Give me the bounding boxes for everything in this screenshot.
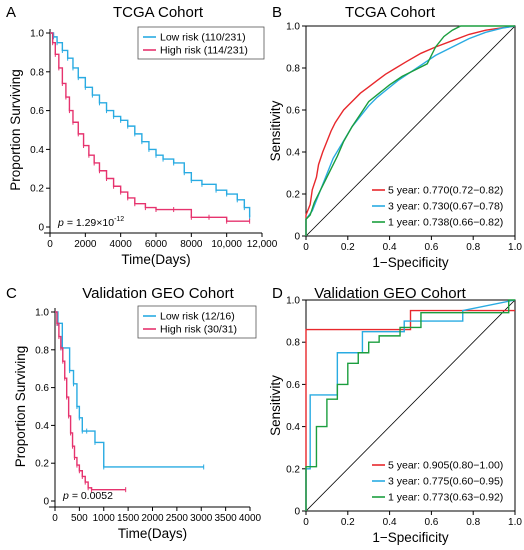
y-tick-label: 1.0 bbox=[35, 308, 49, 319]
reference-diagonal bbox=[305, 299, 516, 512]
x-tick-label: 3500 bbox=[215, 513, 238, 524]
x-axis-title: Time(Days) bbox=[121, 252, 190, 267]
x-tick-label: 0.6 bbox=[424, 242, 438, 253]
y-tick-label: 0.4 bbox=[35, 421, 49, 432]
panel-d: D Validation GEO Cohort 0 0.2 0.4 0.6 0.8 1.0 0 0… bbox=[268, 285, 522, 545]
x-tick-label: 500 bbox=[71, 513, 88, 524]
legend-label: 1 year: 0.773(0.63−0.92) bbox=[388, 492, 503, 504]
chart-title: Validation GEO Cohort bbox=[314, 285, 466, 302]
legend bbox=[137, 305, 257, 339]
legend-label: 5 year: 0.770(0.72−0.82) bbox=[388, 185, 503, 197]
p-value-annotation: p = 1.29×10-12 bbox=[57, 216, 124, 229]
legend-label: 1 year: 0.738(0.66−0.82) bbox=[388, 217, 503, 229]
y-tick-label: 0 bbox=[38, 223, 44, 234]
x-tick-label: 1500 bbox=[117, 513, 140, 524]
x-tick-label: 0 bbox=[303, 242, 309, 253]
chart-title: Validation GEO Cohort bbox=[82, 285, 234, 302]
y-tick-label: 0.2 bbox=[286, 464, 300, 475]
x-tick-label: 0.2 bbox=[341, 242, 355, 253]
p-value-annotation: p = 0.0052 bbox=[62, 490, 113, 502]
x-tick-label: 12,000 bbox=[247, 239, 278, 250]
panel-letter: A bbox=[6, 4, 16, 21]
series-line-y1 bbox=[305, 25, 515, 236]
panel-c: C Validation GEO Cohort 0 500 1000 1500 2000 25… bbox=[6, 285, 262, 541]
y-tick-label: 0.4 bbox=[30, 145, 44, 156]
panel-letter: B bbox=[272, 4, 282, 21]
y-tick-label: 0.6 bbox=[286, 380, 300, 391]
y-tick-label: 0.6 bbox=[30, 106, 44, 117]
x-axis-title: 1−Specificity bbox=[372, 255, 448, 270]
panel-letter: D bbox=[272, 285, 283, 302]
legend-label: Low risk (110/231) bbox=[160, 32, 246, 44]
legend-label: High risk (114/231) bbox=[160, 45, 248, 57]
x-tick-label: 0.6 bbox=[424, 517, 438, 528]
y-axis-title: Sensitivity bbox=[268, 100, 283, 161]
x-tick-label: 4000 bbox=[110, 239, 133, 250]
y-tick-label: 0.4 bbox=[286, 422, 300, 433]
x-tick-label: 10,000 bbox=[211, 239, 242, 250]
y-tick-label: 0 bbox=[294, 507, 300, 518]
y-tick-label: 1.0 bbox=[286, 22, 300, 33]
y-tick-label: 0.8 bbox=[35, 345, 49, 356]
x-tick-label: 2500 bbox=[166, 513, 189, 524]
legend-label: 3 year: 0.730(0.67−0.78) bbox=[388, 201, 503, 213]
x-tick-label: 6000 bbox=[145, 239, 168, 250]
x-tick-label: 0.2 bbox=[341, 517, 355, 528]
x-axis-title: 1−Specificity bbox=[372, 530, 448, 545]
y-tick-label: 0.6 bbox=[35, 383, 49, 394]
y-tick-label: 1.0 bbox=[30, 29, 44, 40]
legend-label: 5 year: 0.905(0.80−1.00) bbox=[388, 460, 503, 472]
y-tick-label: 0.8 bbox=[286, 64, 300, 75]
series-line-low bbox=[50, 32, 251, 218]
y-tick-label: 0.2 bbox=[286, 190, 300, 201]
chart-title: TCGA Cohort bbox=[113, 4, 204, 21]
legend bbox=[137, 26, 265, 60]
panel-b: B TCGA Cohort 0 0.2 0.4 0.6 0.8 1.0 0 0.2 0.4 0.6 0.… bbox=[268, 4, 522, 270]
reference-diagonal bbox=[305, 25, 516, 237]
y-axis-title: Sensitivity bbox=[268, 375, 283, 436]
panel-a: A TCGA Cohort 0 2000 4000 6000 8000 10,000 12,00… bbox=[6, 4, 278, 267]
series-line-high bbox=[55, 311, 126, 491]
y-tick-label: 1.0 bbox=[286, 296, 300, 307]
panel-letter: C bbox=[6, 285, 17, 302]
x-tick-label: 0 bbox=[52, 513, 58, 524]
legend-label: High risk (30/31) bbox=[160, 324, 237, 336]
x-tick-label: 1.0 bbox=[508, 517, 522, 528]
y-tick-label: 0.2 bbox=[35, 459, 49, 470]
x-tick-label: 0.8 bbox=[466, 517, 480, 528]
x-tick-label: 4000 bbox=[239, 513, 262, 524]
x-tick-label: 0.8 bbox=[466, 242, 480, 253]
series-line-y1 bbox=[305, 299, 515, 511]
x-axis-title: Time(Days) bbox=[118, 526, 187, 541]
y-tick-label: 0.4 bbox=[286, 148, 300, 159]
y-tick-label: 0.8 bbox=[286, 338, 300, 349]
series-line-high bbox=[50, 32, 250, 222]
y-tick-label: 0.6 bbox=[286, 106, 300, 117]
y-tick-label: 0 bbox=[43, 497, 49, 508]
legend-label: 3 year: 0.775(0.60−0.95) bbox=[388, 476, 503, 488]
y-tick-label: 0.8 bbox=[30, 67, 44, 78]
legend-label: Low risk (12/16) bbox=[160, 311, 235, 323]
x-tick-label: 0 bbox=[47, 239, 53, 250]
plot-frame bbox=[305, 25, 516, 237]
y-tick-label: 0.2 bbox=[30, 184, 44, 195]
x-tick-label: 8000 bbox=[180, 239, 203, 250]
y-axis-title: Proportion Surviving bbox=[13, 346, 28, 468]
x-tick-label: 1.0 bbox=[508, 242, 522, 253]
x-tick-label: 0 bbox=[303, 517, 309, 528]
chart-title: TCGA Cohort bbox=[345, 4, 436, 21]
x-tick-label: 2000 bbox=[74, 239, 97, 250]
y-axis-title: Proportion Surviving bbox=[8, 69, 23, 191]
y-tick-label: 0 bbox=[294, 232, 300, 243]
x-tick-label: 1000 bbox=[93, 513, 116, 524]
series-line-y5 bbox=[305, 309, 515, 511]
x-tick-label: 2000 bbox=[141, 513, 164, 524]
x-tick-label: 0.4 bbox=[383, 517, 397, 528]
series-line-y5 bbox=[305, 25, 516, 236]
x-tick-label: 3000 bbox=[190, 513, 213, 524]
x-tick-label: 0.4 bbox=[383, 242, 397, 253]
